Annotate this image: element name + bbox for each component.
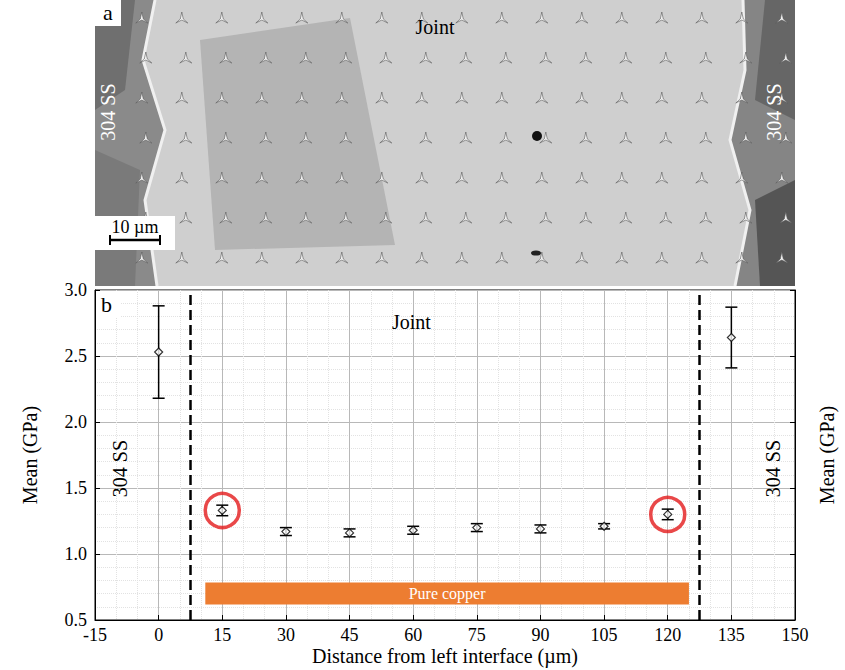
svg-text:1.0: 1.0 [65, 544, 88, 564]
svg-text:15: 15 [213, 625, 231, 645]
svg-text:Mean (GPa): Mean (GPa) [19, 406, 42, 504]
svg-text:30: 30 [277, 625, 295, 645]
svg-text:150: 150 [782, 625, 809, 645]
svg-text:3.0: 3.0 [65, 280, 88, 300]
svg-text:Joint: Joint [416, 16, 455, 38]
svg-text:135: 135 [718, 625, 745, 645]
svg-text:2.0: 2.0 [65, 412, 88, 432]
svg-text:Joint: Joint [392, 311, 431, 333]
svg-text:304 SS: 304 SS [109, 440, 131, 497]
svg-text:304 SS: 304 SS [762, 440, 784, 497]
svg-text:Mean (GPa): Mean (GPa) [816, 406, 839, 504]
svg-text:304 SS: 304 SS [763, 83, 785, 140]
svg-text:75: 75 [468, 625, 486, 645]
svg-text:Pure copper: Pure copper [409, 585, 487, 603]
svg-text:-15: -15 [83, 625, 107, 645]
svg-text:b: b [101, 292, 112, 317]
svg-text:a: a [103, 0, 113, 25]
svg-text:0.5: 0.5 [64, 610, 87, 630]
svg-text:304 SS: 304 SS [97, 83, 119, 140]
svg-text:10 µm: 10 µm [112, 217, 159, 237]
svg-text:2.5: 2.5 [65, 346, 88, 366]
svg-text:0: 0 [154, 625, 163, 645]
svg-text:90: 90 [531, 625, 549, 645]
svg-text:60: 60 [404, 625, 422, 645]
svg-text:1.5: 1.5 [65, 478, 88, 498]
svg-text:120: 120 [654, 625, 681, 645]
svg-text:Distance from left interface (: Distance from left interface (µm) [312, 645, 578, 668]
svg-text:105: 105 [591, 625, 618, 645]
svg-text:45: 45 [341, 625, 359, 645]
